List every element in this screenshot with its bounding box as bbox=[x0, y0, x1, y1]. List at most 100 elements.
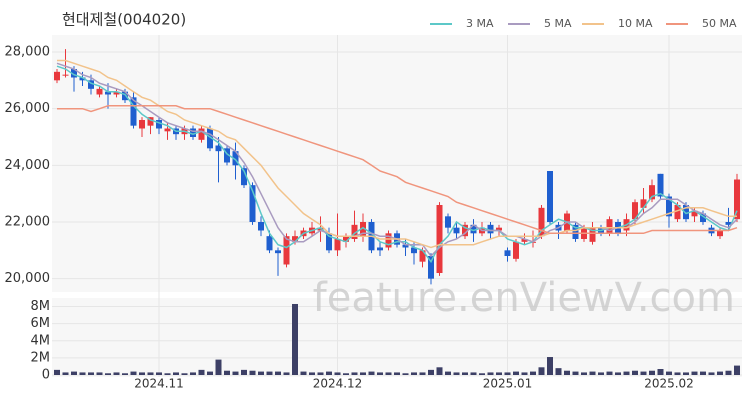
candle-body bbox=[683, 205, 689, 220]
candle-body bbox=[411, 247, 417, 254]
volume-bar bbox=[436, 367, 443, 375]
x-tick-label: 2024.12 bbox=[313, 377, 363, 391]
candle-body bbox=[122, 91, 128, 101]
candle-body bbox=[377, 247, 383, 251]
candle-body bbox=[130, 97, 137, 126]
candle-body bbox=[190, 128, 196, 137]
volume-bar bbox=[513, 371, 519, 375]
volume-bar bbox=[62, 372, 69, 375]
volume-bar bbox=[453, 372, 460, 375]
candle-body bbox=[62, 74, 69, 76]
volume-bar bbox=[496, 372, 502, 375]
volume-bar bbox=[241, 369, 247, 375]
volume-bar bbox=[394, 372, 400, 375]
candle-body bbox=[462, 224, 468, 237]
volume-bar bbox=[113, 372, 120, 375]
volume-bar bbox=[334, 372, 341, 375]
candle-body bbox=[589, 227, 596, 242]
volume-bar bbox=[589, 371, 596, 375]
volume-bar bbox=[317, 372, 324, 375]
candle-body bbox=[343, 236, 349, 242]
volume-bar bbox=[700, 371, 706, 375]
y-tick-label: 2M bbox=[31, 350, 51, 365]
volume-bar bbox=[657, 369, 664, 375]
volume-bar bbox=[326, 371, 332, 375]
candle-body bbox=[156, 120, 162, 129]
chart-title: 현대제철(004020) bbox=[62, 11, 186, 29]
volume-bar bbox=[266, 371, 273, 375]
volume-bar bbox=[122, 373, 128, 375]
volume-bar bbox=[190, 372, 196, 375]
volume-bar bbox=[725, 370, 732, 375]
volume-bar bbox=[139, 372, 145, 375]
candle-body bbox=[79, 77, 86, 81]
volume-bar bbox=[555, 368, 562, 375]
candle-body bbox=[147, 117, 154, 126]
volume-bar bbox=[96, 372, 103, 375]
candle-body bbox=[691, 210, 698, 217]
candle-body bbox=[198, 128, 205, 140]
volume-bar bbox=[683, 372, 689, 375]
volume-bar bbox=[173, 372, 179, 375]
volume-bar bbox=[530, 371, 536, 375]
candle-body bbox=[445, 216, 451, 228]
candle-body bbox=[334, 239, 341, 251]
volume-plot-area bbox=[52, 298, 742, 377]
volume-bar bbox=[640, 371, 647, 375]
volume-bar bbox=[411, 372, 417, 375]
volume-bar bbox=[156, 372, 162, 375]
volume-bar bbox=[275, 371, 281, 375]
volume-bar bbox=[283, 372, 290, 375]
y-tick-label: 20,000 bbox=[5, 271, 51, 286]
volume-bar bbox=[130, 371, 137, 375]
candle-body bbox=[521, 239, 528, 242]
candle-body bbox=[674, 205, 681, 220]
y-tick-label: 28,000 bbox=[5, 45, 51, 60]
candle-body bbox=[428, 256, 434, 279]
volume-bar bbox=[479, 373, 485, 375]
candle-body bbox=[717, 230, 723, 237]
candle-body bbox=[275, 250, 281, 254]
candle-body bbox=[632, 202, 638, 220]
candle-body bbox=[317, 227, 324, 231]
volume-bar bbox=[207, 371, 213, 375]
candle-body bbox=[453, 227, 460, 234]
x-tick-label: 2025.02 bbox=[644, 377, 694, 391]
candle-body bbox=[283, 236, 290, 265]
candle-body bbox=[504, 250, 511, 256]
volume-bar bbox=[351, 372, 358, 375]
ma-line bbox=[57, 59, 737, 249]
candle-body bbox=[496, 227, 502, 231]
candle-body bbox=[105, 91, 111, 95]
candle-body bbox=[402, 244, 409, 248]
candle-body bbox=[513, 241, 519, 259]
legend-label: 50 MA bbox=[702, 17, 737, 30]
volume-bar bbox=[292, 303, 298, 375]
volume-bar bbox=[564, 370, 570, 375]
y-tick-label: 6M bbox=[31, 316, 51, 331]
candle-body bbox=[164, 128, 171, 132]
volume-bar bbox=[181, 373, 188, 375]
volume-bar bbox=[615, 372, 621, 375]
y-tick-label: 4M bbox=[31, 333, 51, 348]
x-tick-label: 2025.01 bbox=[483, 377, 533, 391]
candle-body bbox=[538, 207, 545, 237]
candle-body bbox=[113, 91, 120, 95]
candle-body bbox=[351, 224, 358, 239]
candle-body bbox=[139, 120, 145, 129]
volume-bar bbox=[419, 372, 426, 375]
candle-body bbox=[258, 222, 264, 231]
volume-bar bbox=[377, 372, 383, 375]
volume-bar bbox=[666, 371, 672, 375]
volume-bar bbox=[215, 359, 222, 375]
volume-bar bbox=[521, 372, 528, 375]
volume-bar bbox=[105, 373, 111, 375]
volume-bar bbox=[54, 369, 60, 375]
candle-body bbox=[734, 179, 740, 220]
candle-body bbox=[385, 233, 392, 248]
volume-bar bbox=[691, 371, 698, 375]
volume-bar bbox=[232, 371, 239, 375]
volume-bar bbox=[632, 370, 638, 375]
candle-body bbox=[725, 222, 732, 225]
y-tick-label: 22,000 bbox=[5, 215, 51, 230]
